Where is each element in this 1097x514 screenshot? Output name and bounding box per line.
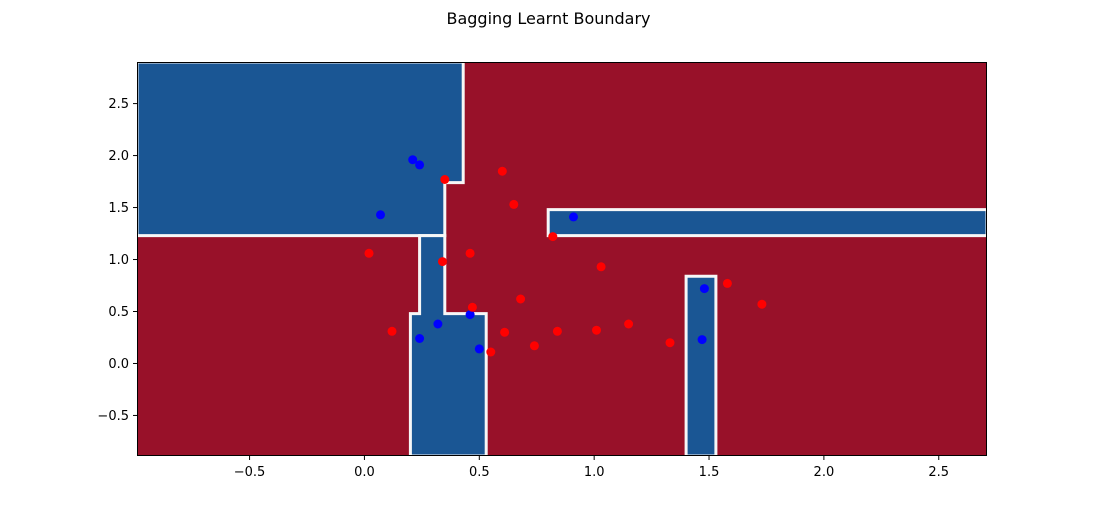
x-tick-label-2: 0.5 xyxy=(469,465,490,480)
point-class-1-19 xyxy=(486,347,496,357)
point-class-0-3 xyxy=(569,212,578,222)
y-axis: −0.5 0.0 0.5 1.0 1.5 2.0 2.5 xyxy=(97,97,137,424)
decision-regions xyxy=(137,62,987,456)
point-class-1-13 xyxy=(500,327,510,337)
point-class-1-11 xyxy=(467,302,477,312)
point-class-1-7 xyxy=(596,262,606,272)
y-tick-label-5: 2.0 xyxy=(108,149,129,164)
point-class-1-8 xyxy=(722,278,732,288)
point-class-1-12 xyxy=(387,326,397,336)
point-class-0-6 xyxy=(415,334,425,343)
point-class-1-6 xyxy=(438,257,447,267)
point-class-1-5 xyxy=(465,248,475,258)
y-tick-label-1: 0.0 xyxy=(108,357,129,372)
y-tick-label-4: 1.5 xyxy=(108,201,129,216)
point-class-1-4 xyxy=(364,248,374,258)
point-class-1-18 xyxy=(529,341,539,351)
region-class-0-2 xyxy=(546,208,987,238)
point-class-0-5 xyxy=(433,319,443,329)
point-class-0-4 xyxy=(465,310,475,320)
point-class-0-9 xyxy=(697,335,707,345)
x-tick-label-4: 1.5 xyxy=(699,465,720,480)
point-class-0-1 xyxy=(415,160,425,170)
chart-title: Bagging Learnt Boundary xyxy=(446,9,650,28)
x-tick-label-1: 0.0 xyxy=(354,465,375,480)
plot-frame xyxy=(137,62,987,456)
point-class-0-8 xyxy=(699,284,709,294)
point-class-1-16 xyxy=(624,319,634,329)
point-class-0-2 xyxy=(376,210,385,220)
region-class-0-1 xyxy=(408,234,488,456)
point-class-1-2 xyxy=(509,199,519,209)
y-tick-label-0: −0.5 xyxy=(97,409,129,424)
point-class-1-3 xyxy=(548,232,558,242)
point-class-1-17 xyxy=(665,338,675,348)
region-class-0-3 xyxy=(684,274,718,456)
point-class-0-0 xyxy=(408,155,418,165)
data-points xyxy=(364,155,767,357)
point-class-1-9 xyxy=(516,294,526,304)
x-tick-label-3: 1.0 xyxy=(584,465,605,480)
y-tick-label-3: 1.0 xyxy=(108,253,129,268)
x-tick-label-5: 2.0 xyxy=(814,465,835,480)
x-tick-label-0: −0.5 xyxy=(234,465,266,480)
y-tick-label-6: 2.5 xyxy=(108,97,129,112)
point-class-1-1 xyxy=(440,175,450,184)
point-class-1-10 xyxy=(757,299,767,309)
x-tick-label-6: 2.5 xyxy=(928,465,949,480)
point-class-1-15 xyxy=(592,325,601,335)
x-axis: −0.5 0.0 0.5 1.0 1.5 2.0 2.5 xyxy=(234,456,949,480)
plot-area xyxy=(137,62,987,456)
point-class-1-14 xyxy=(552,326,562,336)
point-class-0-7 xyxy=(474,344,484,354)
point-class-1-0 xyxy=(497,166,507,176)
region-class-0-0 xyxy=(137,62,465,238)
y-tick-label-2: 0.5 xyxy=(108,305,129,320)
